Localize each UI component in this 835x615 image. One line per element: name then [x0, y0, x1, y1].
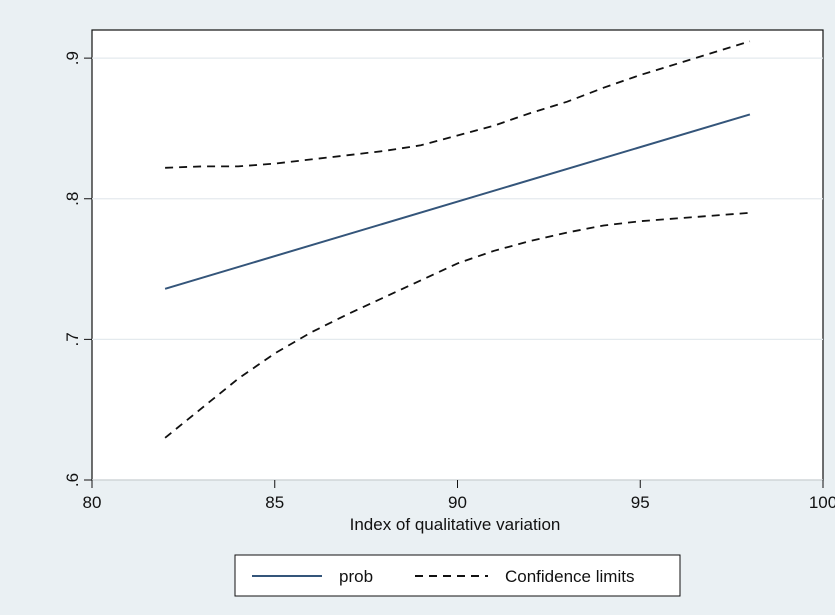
- series-group: [164, 40, 751, 439]
- y-tick-label: .8: [63, 192, 82, 206]
- x-axis: 80 85 90 95 100: [83, 480, 835, 512]
- series-line-upper-confidence-limit: [165, 40, 751, 169]
- y-tick-label: .6: [63, 473, 82, 487]
- y-axis: .6 .7 .8 .9: [63, 51, 92, 487]
- legend-label-prob: prob: [339, 567, 373, 586]
- x-tick-label: 80: [83, 493, 102, 512]
- x-tick-label: 90: [448, 493, 467, 512]
- series-line-lower-confidence-limit: [164, 211, 750, 439]
- x-axis-title: Index of qualitative variation: [350, 515, 561, 534]
- x-tick-label: 100: [809, 493, 835, 512]
- legend: prob Confidence limits: [234, 554, 681, 597]
- y-tick-label: .7: [63, 332, 82, 346]
- legend-label-confidence-limits: Confidence limits: [505, 567, 634, 586]
- x-tick-label: 85: [265, 493, 284, 512]
- series-line-prob: [164, 113, 751, 290]
- y-tick-label: .9: [63, 51, 82, 65]
- plot-area: [91, 29, 824, 481]
- x-tick-label: 95: [631, 493, 650, 512]
